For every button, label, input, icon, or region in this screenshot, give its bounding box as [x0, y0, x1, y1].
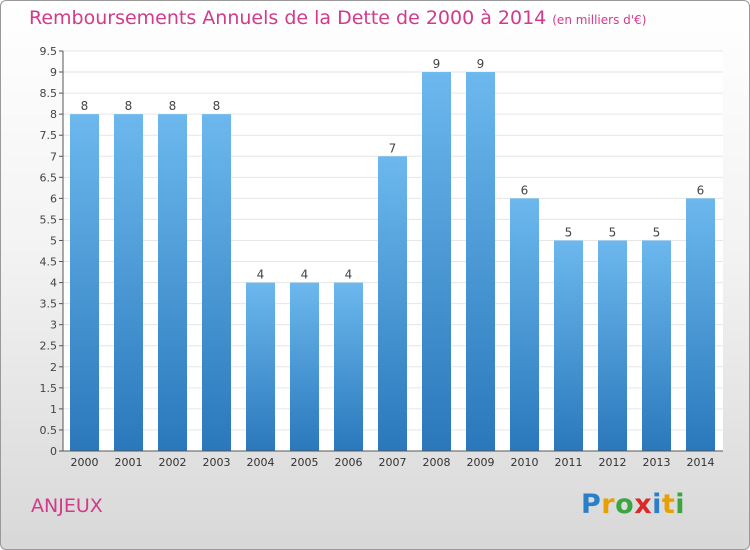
bar: [158, 114, 187, 451]
bar: [598, 240, 627, 451]
data-label: 4: [345, 268, 353, 282]
y-tick-label: 6.5: [40, 171, 58, 184]
x-tick-label: 2007: [379, 456, 407, 469]
y-tick-label: 9.5: [40, 45, 58, 58]
bar: [70, 114, 99, 451]
x-tick-label: 2005: [291, 456, 319, 469]
data-label: 7: [389, 141, 397, 155]
bar: [202, 114, 231, 451]
y-tick-label: 3.5: [40, 298, 58, 311]
data-label: 4: [301, 268, 309, 282]
y-tick-label: 5.5: [40, 213, 58, 226]
x-tick-label: 2003: [203, 456, 231, 469]
bar: [642, 240, 671, 451]
x-tick-label: 2000: [71, 456, 99, 469]
y-tick-label: 2: [50, 361, 57, 374]
y-tick-label: 8.5: [40, 87, 58, 100]
logo-letter: P: [581, 489, 602, 520]
y-tick-label: 0: [50, 445, 57, 458]
logo-letter: o: [615, 489, 635, 520]
bar: [554, 240, 583, 451]
y-tick-label: 1: [50, 403, 57, 416]
logo-letter: t: [661, 489, 676, 520]
bar: [510, 198, 539, 451]
bar: [246, 282, 275, 451]
data-label: 8: [213, 99, 221, 113]
data-label: 8: [81, 99, 89, 113]
bar: [466, 72, 495, 451]
data-label: 6: [521, 183, 529, 197]
chart-title-text: Remboursements Annuels de la Dette de 20…: [29, 7, 547, 29]
data-label: 5: [653, 225, 661, 239]
bar: [290, 282, 319, 451]
data-label: 5: [609, 225, 617, 239]
y-tick-label: 5: [50, 234, 57, 247]
x-tick-label: 2012: [599, 456, 627, 469]
x-tick-label: 2011: [555, 456, 583, 469]
x-tick-label: 2010: [511, 456, 539, 469]
logo-letter: i: [652, 489, 662, 520]
city-name: ANJEUX: [31, 495, 103, 517]
data-label: 4: [257, 268, 265, 282]
y-tick-label: 1.5: [40, 382, 58, 395]
y-tick-label: 2.5: [40, 340, 58, 353]
data-label: 5: [565, 225, 573, 239]
x-tick-label: 2001: [115, 456, 143, 469]
bar: [334, 282, 363, 451]
x-tick-label: 2008: [423, 456, 451, 469]
y-tick-label: 6: [50, 192, 57, 205]
data-label: 8: [169, 99, 177, 113]
bar: [378, 156, 407, 451]
chart-title: Remboursements Annuels de la Dette de 20…: [29, 7, 646, 29]
x-tick-label: 2013: [643, 456, 671, 469]
y-tick-label: 4: [50, 277, 57, 290]
bar: [422, 72, 451, 451]
data-label: 9: [433, 57, 441, 71]
logo-letter: x: [634, 489, 653, 520]
bar: [686, 198, 715, 451]
data-label: 9: [477, 57, 485, 71]
y-tick-label: 9: [50, 66, 57, 79]
x-tick-label: 2009: [467, 456, 495, 469]
y-tick-label: 7: [50, 150, 57, 163]
y-tick-label: 7.5: [40, 129, 58, 142]
x-tick-label: 2006: [335, 456, 363, 469]
logo-letter: i: [675, 489, 686, 520]
x-tick-label: 2014: [687, 456, 715, 469]
proxiti-logo: Proxiti: [581, 489, 685, 520]
chart-unit: (en milliers d'€): [552, 13, 647, 27]
y-tick-label: 4.5: [40, 256, 58, 269]
bar: [114, 114, 143, 451]
y-tick-label: 3: [50, 319, 57, 332]
y-tick-label: 8: [50, 108, 57, 121]
logo-letter: r: [601, 489, 616, 520]
data-label: 8: [125, 99, 133, 113]
x-tick-label: 2002: [159, 456, 187, 469]
y-tick-label: 0.5: [40, 424, 58, 437]
x-tick-label: 2004: [247, 456, 275, 469]
data-label: 6: [697, 183, 705, 197]
